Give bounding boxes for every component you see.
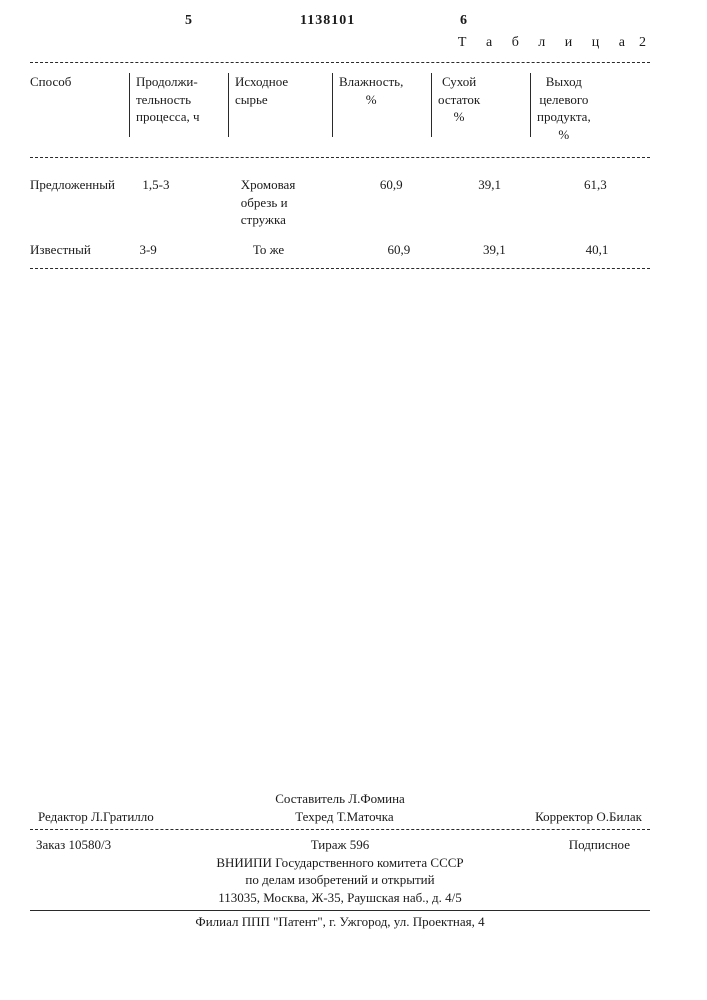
table-row: Известный 3-9 То же 60,9 39,1 40,1 (30, 235, 650, 265)
print-run: Тираж 596 (311, 836, 370, 854)
col-header-method: Способ (30, 73, 71, 91)
table-caption-word: Т а б л и ц а (458, 35, 633, 50)
table-rule-top (30, 62, 650, 63)
cell-method: Известный (30, 242, 91, 257)
column-divider (530, 73, 531, 137)
column-divider (431, 73, 432, 137)
col-header-yield: Выход целевого продукта, % (537, 73, 591, 143)
col-header-duration: Продолжи- тельность процесса, ч (136, 73, 200, 137)
column-divider (228, 73, 229, 137)
cell-dry: 39,1 (478, 177, 501, 192)
cell-yield: 40,1 (586, 242, 609, 257)
cell-moisture: 60,9 (388, 242, 411, 257)
page-container: 5 1138101 6 Т а б л и ц а 2 Способ Продол… (30, 0, 670, 1000)
subscription-mark: Подписное (569, 836, 630, 854)
table-header-row: Способ Продолжи- тельность процесса, ч И… (30, 67, 650, 153)
table-row: Предложенный 1,5-3 Хромовая обрезь и стр… (30, 162, 650, 235)
column-divider (332, 73, 333, 137)
cell-yield: 61,3 (584, 177, 607, 192)
techred-credit: Техред Т.Маточка (295, 808, 394, 826)
col-header-raw: Исходное сырье (235, 73, 288, 137)
org-line-1: ВНИИПИ Государственного комитета СССР (30, 854, 650, 872)
branch-line: Филиал ППП "Патент", г. Ужгород, ул. Про… (30, 913, 650, 931)
table-rule-bottom (30, 268, 650, 269)
editor-credit: Редактор Л.Гратилло (38, 808, 154, 826)
cell-moisture: 60,9 (380, 177, 403, 192)
footer-rule-1 (30, 829, 650, 830)
compiler-line: Составитель Л.Фомина (30, 790, 650, 808)
column-divider (129, 73, 130, 137)
header-right-mark: 6 (460, 12, 468, 31)
corrector-credit: Корректор О.Билак (535, 808, 642, 826)
order-row: Заказ 10580/3 Тираж 596 Подписное (30, 834, 650, 854)
address-line: 113035, Москва, Ж-35, Раушская наб., д. … (30, 889, 650, 907)
cell-dry: 39,1 (483, 242, 506, 257)
order-number: Заказ 10580/3 (36, 836, 111, 854)
cell-raw: Хромовая обрезь и стружка (241, 177, 296, 227)
cell-duration: 3-9 (139, 242, 156, 257)
document-number: 1138101 (300, 12, 355, 31)
org-line-2: по делам изобретений и открытий (30, 871, 650, 889)
credits-row: Редактор Л.Гратилло Техред Т.Маточка Кор… (30, 808, 650, 826)
cell-raw: То же (253, 242, 284, 257)
data-table: Способ Продолжи- тельность процесса, ч И… (30, 58, 650, 273)
cell-duration: 1,5-3 (142, 177, 169, 192)
header-left-mark: 5 (185, 12, 193, 31)
table-caption: Т а б л и ц а 2 (458, 34, 646, 53)
cell-method: Предложенный (30, 177, 115, 192)
imprint-footer: Составитель Л.Фомина Редактор Л.Гратилло… (30, 790, 650, 931)
table-rule-mid (30, 157, 650, 158)
col-header-moisture: Влажность, % (339, 73, 403, 137)
table-caption-number: 2 (639, 35, 646, 50)
footer-rule-2 (30, 910, 650, 911)
col-header-dry: Сухой остаток % (438, 73, 480, 137)
